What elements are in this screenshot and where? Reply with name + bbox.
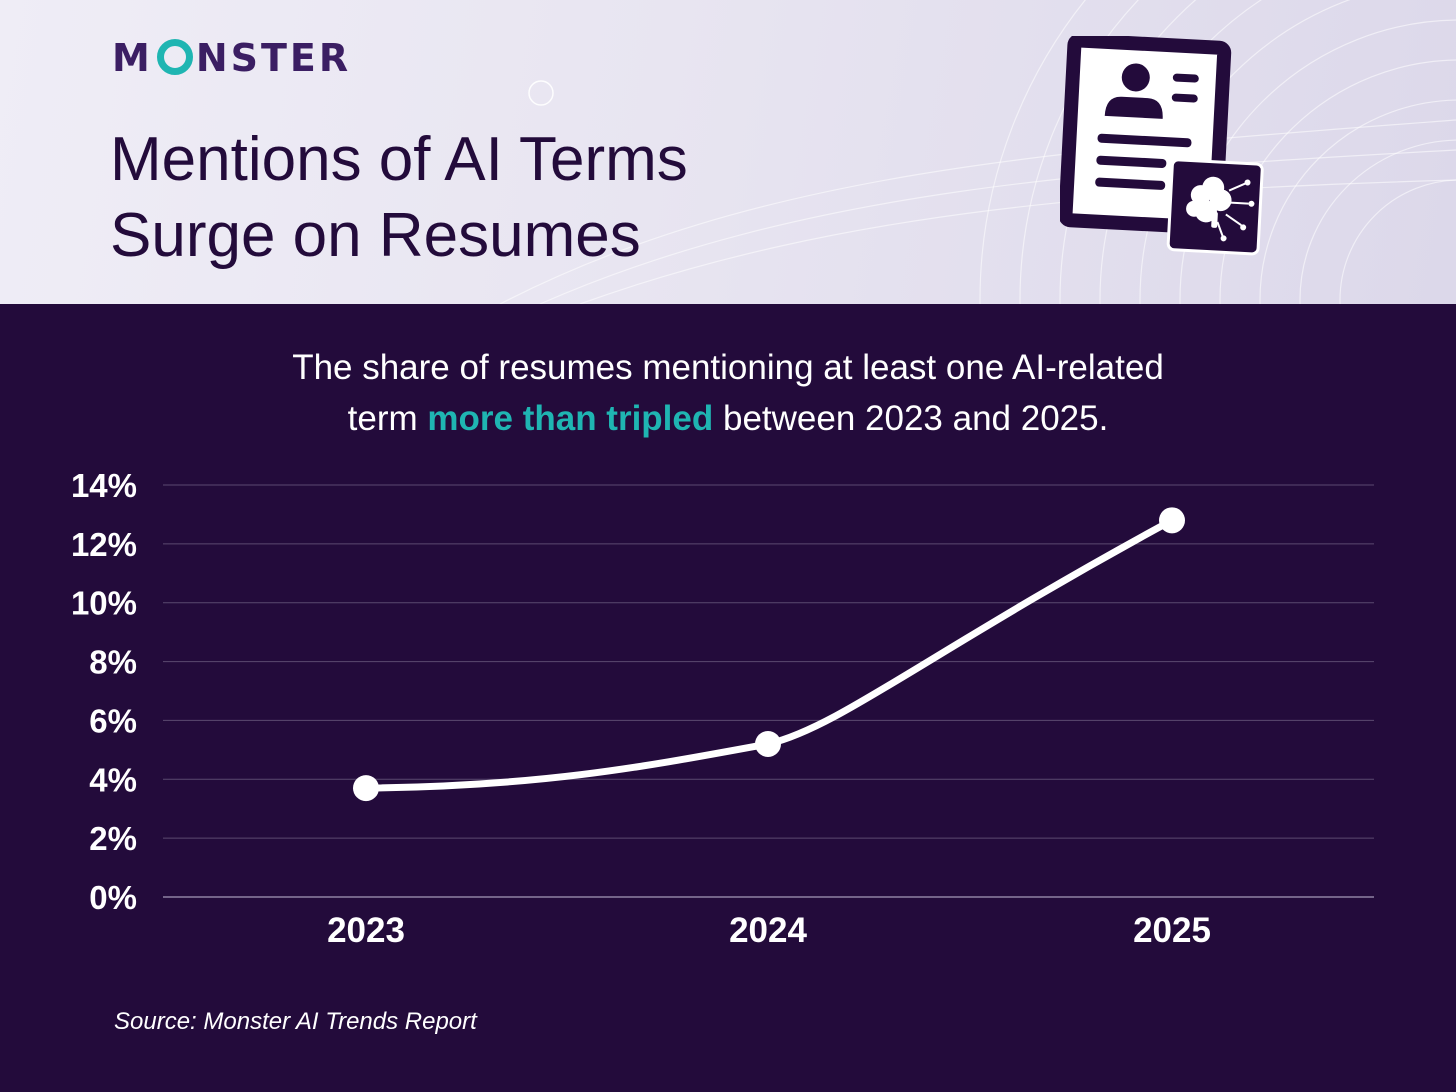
line-chart: 0% 2% 4% 6% 8% 10% 12% 14% 2023 2024 2025 — [71, 467, 1374, 950]
x-tick-label: 2023 — [327, 911, 405, 950]
x-tick-label: 2024 — [729, 911, 807, 950]
page-title: Mentions of AI Terms Surge on Resumes — [110, 122, 870, 274]
resume-with-ai-brain-icon — [1060, 36, 1264, 256]
subtitle-line-1: The share of resumes mentioning at least… — [292, 348, 1164, 387]
chart-subtitle: The share of resumes mentioning at least… — [0, 342, 1456, 444]
y-tick-label: 14% — [71, 467, 137, 504]
logo-o-ring-icon — [156, 39, 193, 75]
source-note: Source: Monster AI Trends Report — [114, 1008, 477, 1035]
y-tick-label: 8% — [89, 644, 137, 681]
y-tick-label: 10% — [71, 585, 137, 622]
subtitle-term: term — [347, 399, 428, 438]
y-tick-label: 6% — [89, 702, 137, 739]
y-tick-label: 12% — [71, 526, 137, 563]
data-point — [1159, 507, 1185, 534]
header-banner: M NSTER Mentions of AI Terms Surge on Res… — [0, 0, 1456, 304]
y-tick-label: 4% — [89, 761, 137, 798]
subtitle-highlight: more than tripled — [427, 399, 714, 438]
subtitle-rest: between 2023 and 2025. — [713, 399, 1109, 438]
y-tick-label: 2% — [89, 820, 137, 857]
logo-letters: NSTER — [195, 36, 352, 80]
data-point — [755, 730, 781, 757]
monster-logo: M NSTER — [112, 36, 351, 80]
logo-letter-m: M — [112, 36, 153, 80]
title-line-2: Surge on Resumes — [110, 201, 641, 270]
x-tick-label: 2025 — [1133, 911, 1211, 950]
decorative-wave-lines — [499, 0, 1456, 304]
data-point — [353, 775, 379, 802]
y-tick-label: 0% — [89, 879, 137, 916]
title-line-1: Mentions of AI Terms — [110, 125, 688, 194]
